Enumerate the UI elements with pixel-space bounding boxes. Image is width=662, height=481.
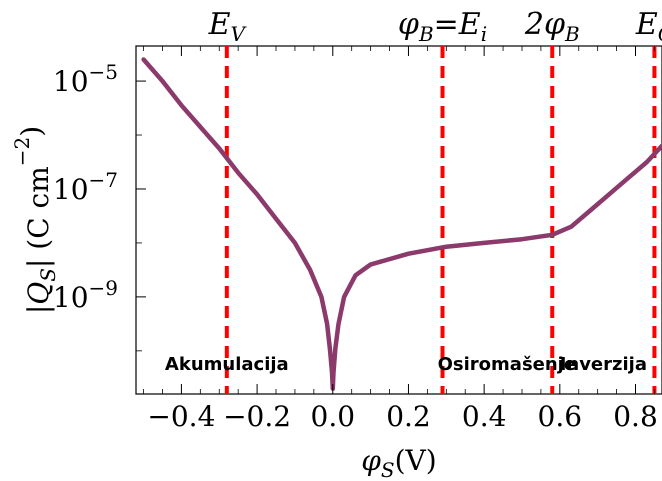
y-tick-label: 10−9 bbox=[53, 276, 118, 314]
y-tick-label: 10−5 bbox=[53, 60, 118, 98]
x-tick-label: 0.6 bbox=[538, 400, 583, 433]
plot-border bbox=[135, 45, 662, 395]
x-axis-ticks: −0.4 −0.2 0.0 0.2 0.4 0.6 0.8 bbox=[143, 46, 658, 433]
region-label: Osiromašenje bbox=[438, 354, 576, 375]
marker-label: 2φB bbox=[524, 7, 580, 46]
qs-curve bbox=[141, 57, 662, 391]
y-tick-label: 10−7 bbox=[53, 168, 118, 206]
region-label: Inverzija bbox=[560, 354, 647, 375]
x-tick-label: −0.4 bbox=[147, 400, 215, 433]
x-tick-label: 0.2 bbox=[386, 400, 431, 433]
region-label: Akumulacija bbox=[165, 354, 289, 375]
x-tick-label: 0.8 bbox=[613, 400, 658, 433]
marker-label: EV bbox=[208, 7, 248, 46]
y-axis-ticks: 10−5 10−7 10−9 bbox=[53, 60, 146, 352]
marker-label: φB=Ei bbox=[398, 7, 487, 46]
marker-label: EC bbox=[635, 7, 662, 46]
x-tick-label: 0.0 bbox=[311, 400, 356, 433]
x-tick-label: −0.2 bbox=[223, 400, 291, 433]
x-tick-label: 0.4 bbox=[462, 400, 507, 433]
series-group bbox=[141, 57, 662, 391]
plot-frame bbox=[135, 45, 662, 395]
top-labels: EV φB=Ei 2φB EC bbox=[208, 7, 662, 46]
vertical-markers bbox=[224, 46, 657, 394]
x-axis-title: φS(V) bbox=[361, 444, 436, 481]
axis-titles: φS(V) |QS| (C cm−2) bbox=[10, 126, 437, 481]
y-axis-title: |QS| (C cm−2) bbox=[10, 126, 60, 314]
